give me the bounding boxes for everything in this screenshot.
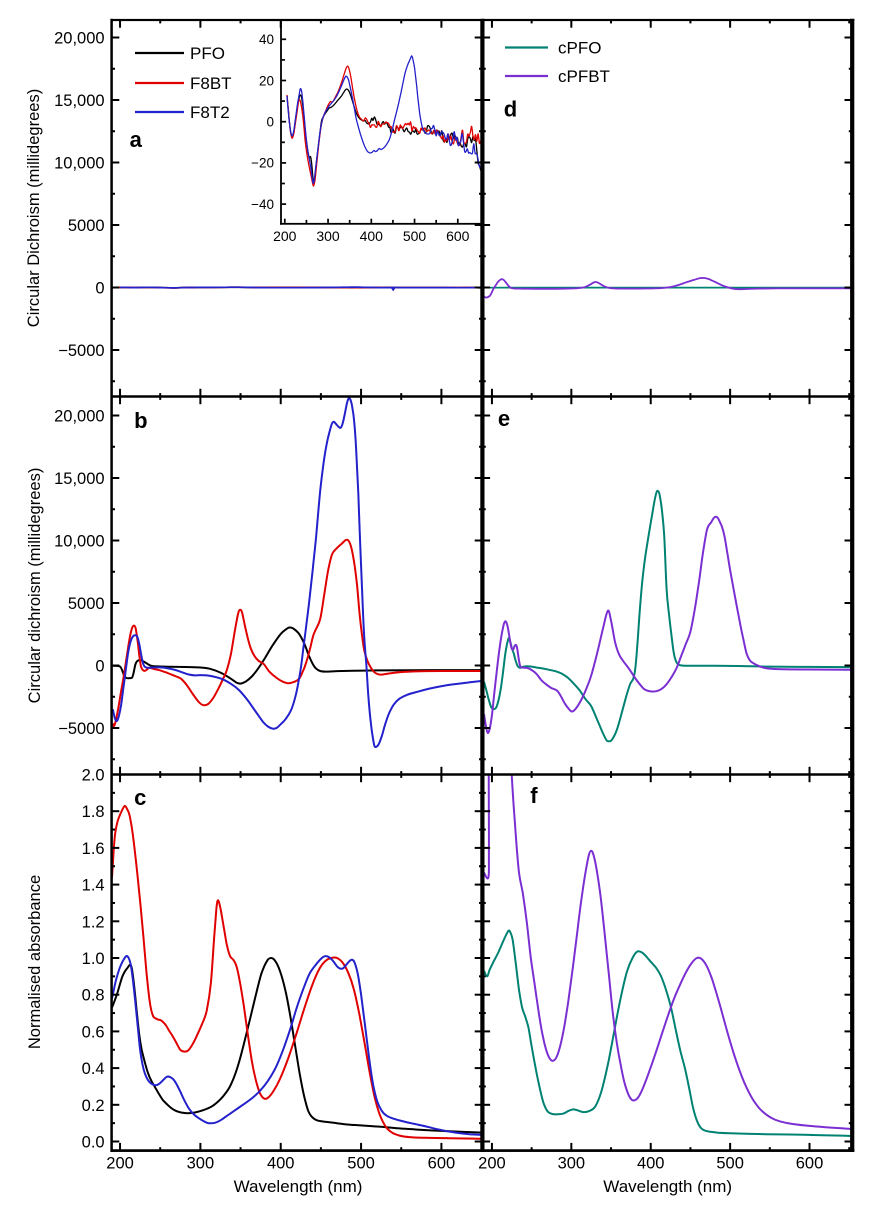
svg-text:200: 200 bbox=[106, 1155, 134, 1173]
svg-text:20: 20 bbox=[259, 73, 274, 88]
svg-text:400: 400 bbox=[360, 228, 384, 244]
svg-text:500: 500 bbox=[403, 228, 427, 244]
svg-text:10,000: 10,000 bbox=[54, 533, 104, 551]
svg-text:20,000: 20,000 bbox=[54, 30, 104, 48]
svg-text:500: 500 bbox=[716, 1155, 744, 1173]
svg-text:−20: −20 bbox=[251, 156, 274, 171]
svg-text:40: 40 bbox=[259, 32, 274, 47]
svg-text:300: 300 bbox=[558, 1155, 586, 1173]
svg-text:−40: −40 bbox=[251, 197, 274, 212]
svg-text:0: 0 bbox=[95, 280, 104, 298]
svg-text:PFO: PFO bbox=[190, 44, 225, 63]
svg-text:cPFO: cPFO bbox=[558, 39, 601, 58]
svg-text:5000: 5000 bbox=[68, 217, 105, 235]
svg-text:1.8: 1.8 bbox=[82, 803, 105, 821]
svg-text:20,000: 20,000 bbox=[54, 408, 104, 426]
svg-text:−5000: −5000 bbox=[58, 342, 104, 360]
svg-text:b: b bbox=[134, 408, 147, 433]
svg-text:−5000: −5000 bbox=[58, 720, 104, 738]
svg-text:200: 200 bbox=[273, 228, 297, 244]
svg-text:400: 400 bbox=[267, 1155, 295, 1173]
svg-text:0: 0 bbox=[95, 658, 104, 676]
svg-text:1.2: 1.2 bbox=[82, 913, 105, 931]
svg-text:600: 600 bbox=[796, 1155, 824, 1173]
svg-text:F8T2: F8T2 bbox=[190, 103, 230, 122]
svg-text:500: 500 bbox=[347, 1155, 375, 1173]
svg-text:1.6: 1.6 bbox=[82, 840, 105, 858]
svg-text:300: 300 bbox=[187, 1155, 215, 1173]
svg-text:a: a bbox=[130, 127, 143, 152]
svg-text:400: 400 bbox=[637, 1155, 665, 1173]
svg-text:600: 600 bbox=[428, 1155, 456, 1173]
svg-text:5000: 5000 bbox=[68, 595, 105, 613]
svg-text:cPFBT: cPFBT bbox=[558, 67, 610, 86]
svg-text:F8BT: F8BT bbox=[190, 74, 232, 93]
svg-text:0: 0 bbox=[266, 115, 274, 130]
svg-text:15,000: 15,000 bbox=[54, 92, 104, 110]
svg-text:Circular dichroism (millidegre: Circular dichroism (millidegrees) bbox=[26, 468, 44, 704]
svg-text:10,000: 10,000 bbox=[54, 155, 104, 173]
svg-text:Normalised absorbance: Normalised absorbance bbox=[26, 875, 44, 1049]
svg-text:1.0: 1.0 bbox=[82, 950, 105, 968]
svg-text:0.8: 0.8 bbox=[82, 987, 105, 1005]
svg-text:2.0: 2.0 bbox=[82, 767, 105, 785]
svg-text:0.4: 0.4 bbox=[82, 1060, 105, 1078]
svg-text:15,000: 15,000 bbox=[54, 470, 104, 488]
svg-text:1.4: 1.4 bbox=[82, 877, 105, 895]
svg-text:d: d bbox=[504, 97, 517, 122]
svg-text:600: 600 bbox=[446, 228, 470, 244]
svg-text:f: f bbox=[530, 783, 538, 808]
svg-text:0.2: 0.2 bbox=[82, 1097, 105, 1115]
svg-text:200: 200 bbox=[478, 1155, 506, 1173]
svg-text:Circular Dichroism (millidegre: Circular Dichroism (millidegrees) bbox=[25, 89, 43, 327]
svg-text:300: 300 bbox=[316, 228, 340, 244]
svg-text:0.0: 0.0 bbox=[82, 1134, 105, 1152]
svg-text:c: c bbox=[134, 785, 146, 810]
svg-text:Wavelength (nm): Wavelength (nm) bbox=[234, 1177, 363, 1196]
svg-text:Wavelength (nm): Wavelength (nm) bbox=[603, 1177, 732, 1196]
svg-text:e: e bbox=[498, 406, 510, 431]
svg-text:0.6: 0.6 bbox=[82, 1023, 105, 1041]
